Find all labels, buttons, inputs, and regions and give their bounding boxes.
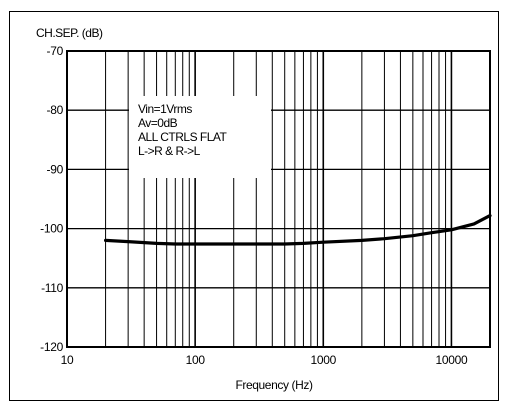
chart-title: CH.SEP. (dB) — [36, 26, 103, 40]
x-tick-label: 1000 — [311, 353, 337, 367]
annotation-line: ALL CTRLS FLAT — [138, 130, 228, 144]
y-tick-label: -120 — [40, 340, 63, 354]
annotation-line: Vin=1Vrms — [138, 102, 192, 116]
x-tick-label: 10000 — [435, 353, 467, 367]
y-tick-label: -100 — [40, 222, 63, 236]
annotation-line: Av=0dB — [138, 116, 178, 130]
plot-border — [66, 50, 491, 348]
x-tick-label: 100 — [186, 353, 206, 367]
y-tick-label: -90 — [47, 162, 64, 176]
annotation-line: L->R & R->L — [138, 144, 201, 158]
y-tick-label: -70 — [47, 44, 64, 58]
chart-frame: CH.SEP. (dB) -70 -80 -90 -100 -110 -120 10 100… — [9, 11, 499, 401]
y-tick-label: -110 — [41, 281, 64, 295]
series-line — [104, 214, 492, 246]
y-tick-label: -80 — [47, 103, 64, 117]
x-tick-label: 10 — [61, 353, 74, 367]
chart-svg: CH.SEP. (dB) -70 -80 -90 -100 -110 -120 10 100… — [9, 11, 499, 401]
annotation-box — [129, 96, 271, 178]
x-tick-labels: 10 100 1000 10000 — [61, 353, 469, 367]
y-tick-labels: -70 -80 -90 -100 -110 -120 — [40, 44, 64, 354]
x-axis-label: Frequency (Hz) — [235, 378, 312, 392]
outer-border — [9, 11, 499, 401]
